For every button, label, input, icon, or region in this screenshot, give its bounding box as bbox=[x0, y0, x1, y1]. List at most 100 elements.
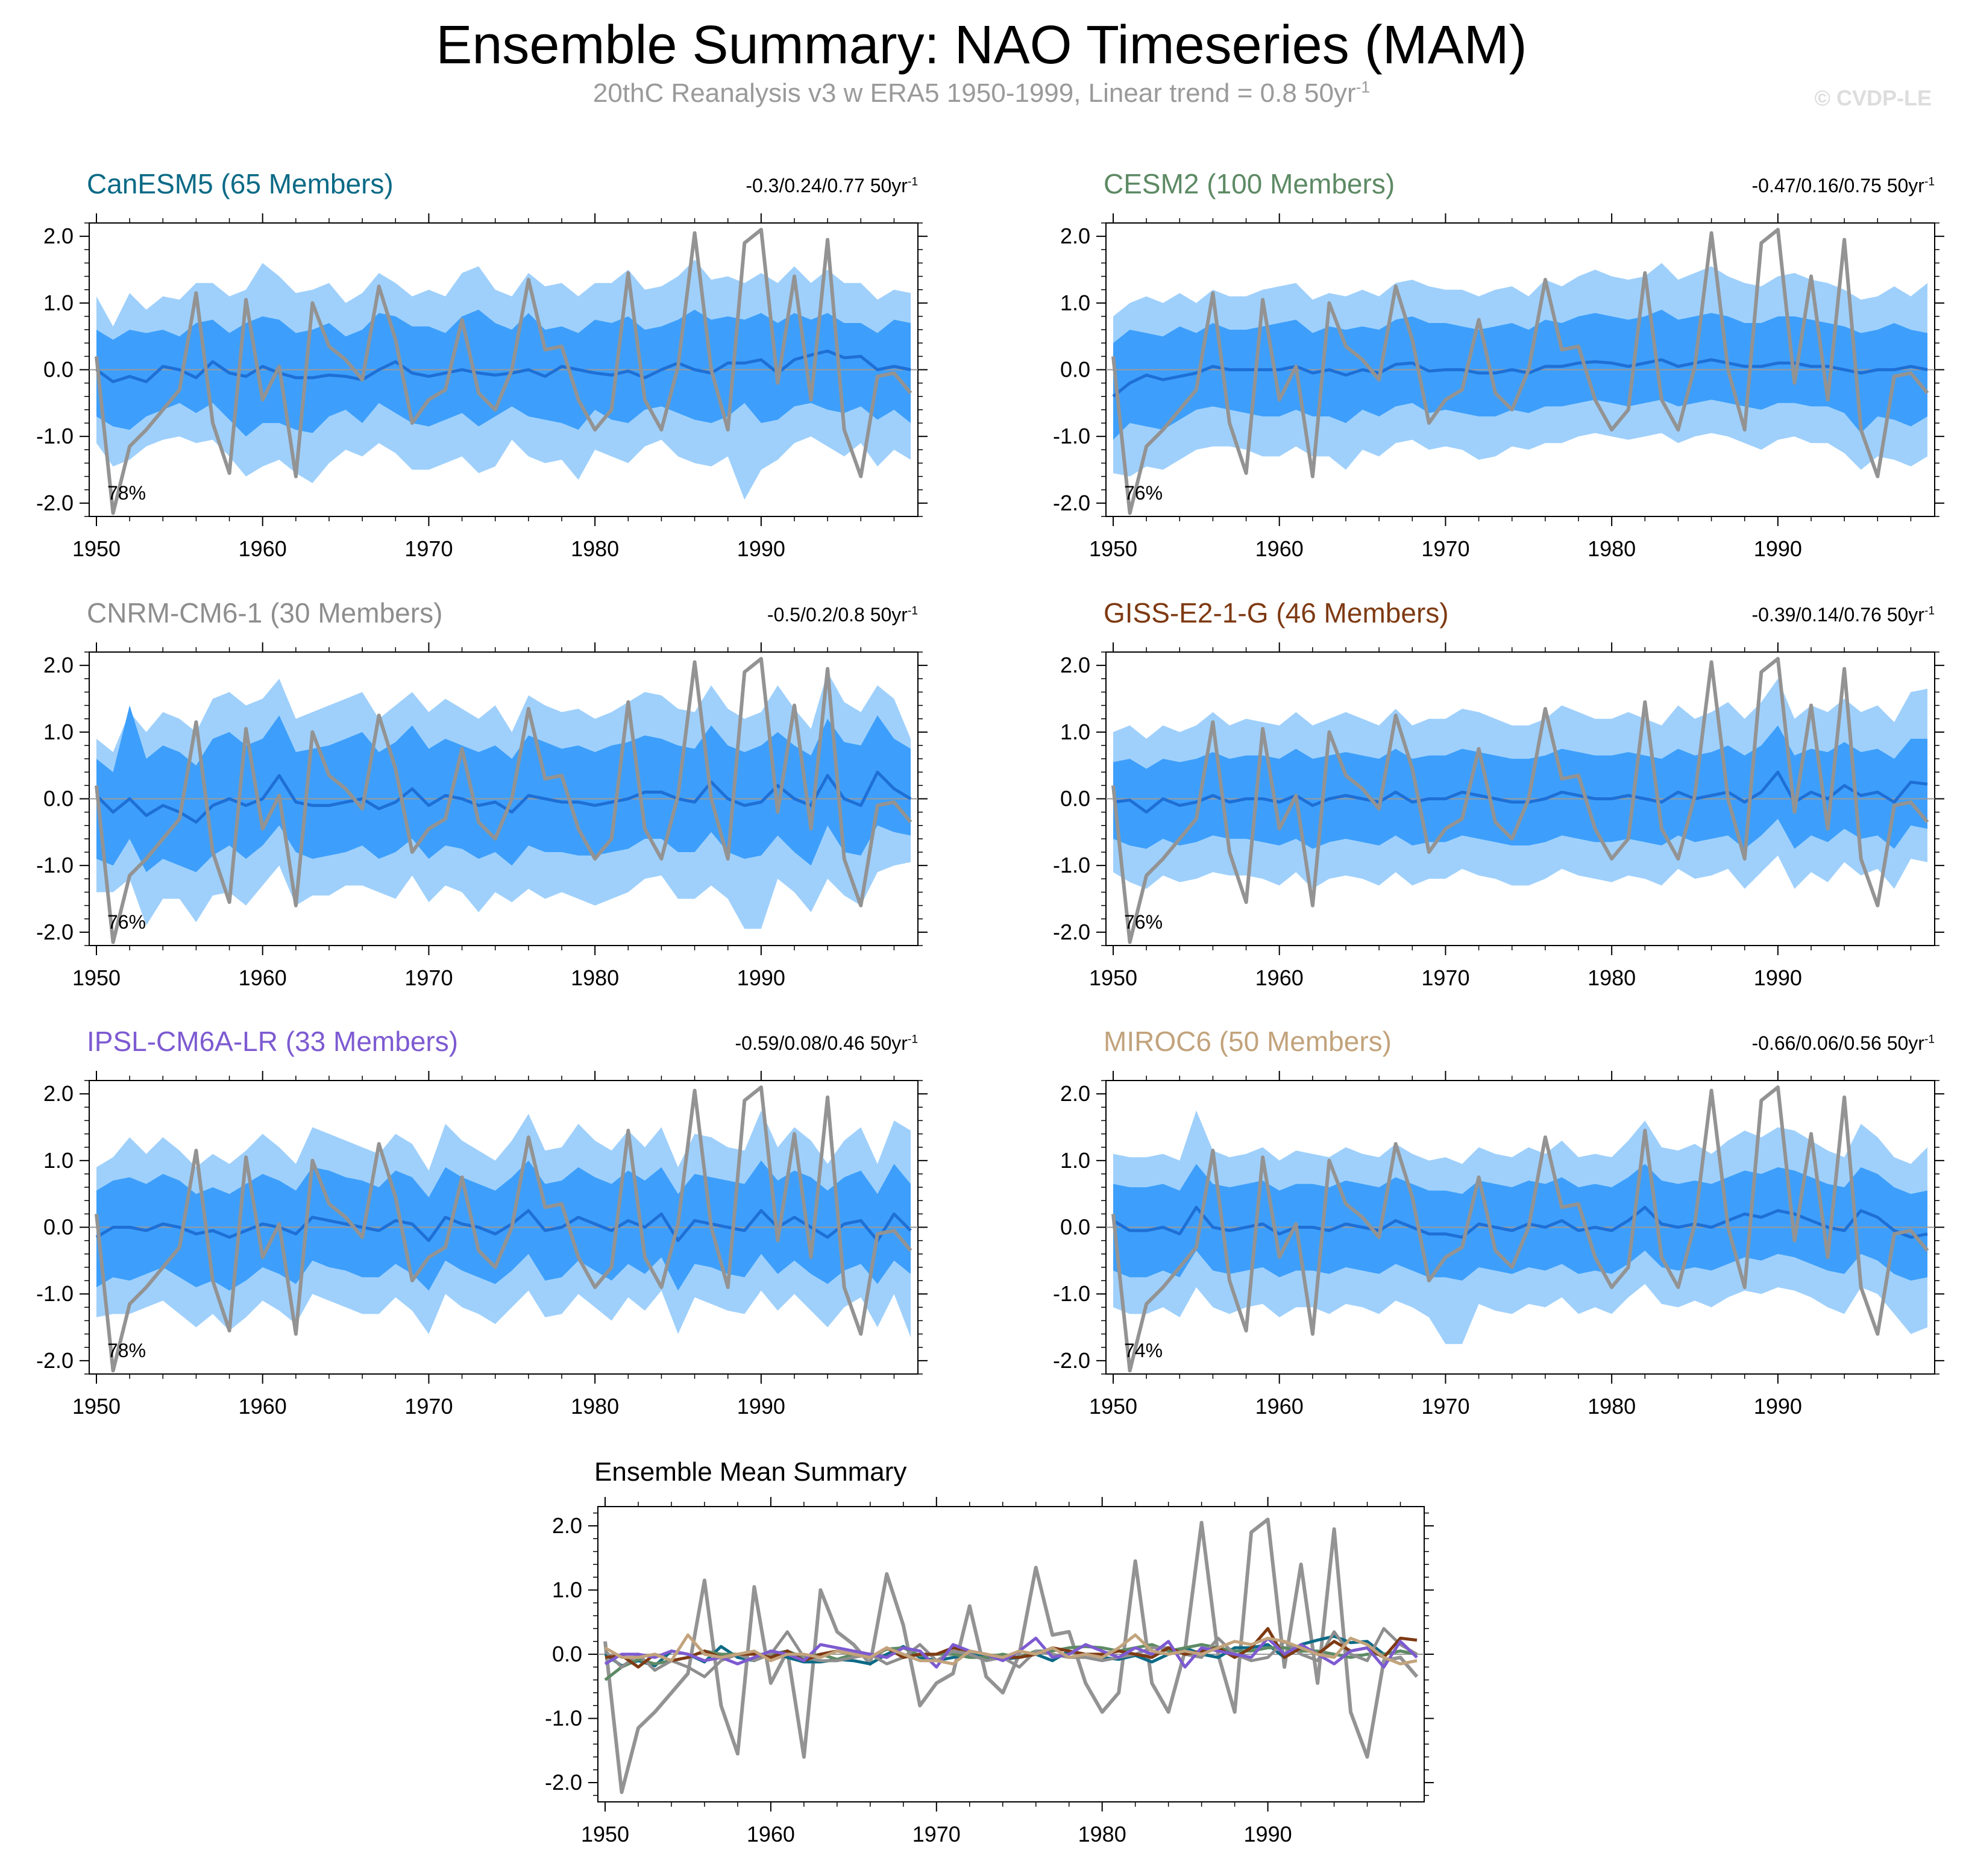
y-tick-label: 0.0 bbox=[43, 1215, 74, 1240]
observed-line bbox=[95, 1085, 912, 1373]
y-tick-label: -1.0 bbox=[1053, 853, 1090, 877]
subtitle-superscript: -1 bbox=[1355, 78, 1371, 96]
stats-superscript: -1 bbox=[1924, 175, 1935, 189]
x-tick-label: 1970 bbox=[1421, 965, 1469, 990]
x-tick-label: 1960 bbox=[239, 965, 287, 990]
percent-label: 78% bbox=[107, 1340, 146, 1361]
model-panel: 2.0 1.0 0.0 -1.0 -2.0 1950 1960 1970 1980 1990 76% bbox=[1053, 642, 1944, 990]
model-mean-line bbox=[604, 1633, 1418, 1666]
observed-line bbox=[1111, 1085, 1929, 1373]
summary-title: Ensemble Mean Summary bbox=[594, 1457, 907, 1487]
y-tick-label: -1.0 bbox=[1053, 1281, 1090, 1306]
y-tick-label: -2.0 bbox=[545, 1770, 582, 1795]
panel-title: IPSL-CM6A-LR (33 Members) bbox=[87, 1026, 459, 1057]
stats-text: -0.47/0.16/0.75 50yr bbox=[1751, 175, 1924, 196]
observed-line bbox=[95, 657, 912, 944]
y-tick-label: 1.0 bbox=[552, 1577, 582, 1602]
x-tick-label: 1980 bbox=[1588, 536, 1636, 561]
model-panel: 2.0 1.0 0.0 -1.0 -2.0 1950 1960 1970 1980 1990 78% bbox=[36, 1071, 928, 1419]
observed-line bbox=[95, 228, 912, 515]
x-tick-label: 1970 bbox=[404, 965, 453, 990]
stats-superscript: -1 bbox=[907, 1033, 918, 1046]
percent-label: 78% bbox=[107, 482, 146, 504]
figure-subtitle: 20thC Reanalysis v3 w ERA5 1950-1999, Li… bbox=[0, 78, 1963, 108]
y-tick-label: 0.0 bbox=[1060, 357, 1090, 382]
panel-title: CanESM5 (65 Members) bbox=[87, 168, 394, 199]
percent-label: 76% bbox=[1124, 911, 1163, 933]
observed-line bbox=[1111, 228, 1929, 515]
x-tick-label: 1950 bbox=[72, 1394, 121, 1419]
stats-text: -0.59/0.08/0.46 50yr bbox=[735, 1032, 908, 1054]
x-tick-label: 1950 bbox=[1089, 536, 1137, 561]
x-tick-label: 1980 bbox=[571, 965, 619, 990]
x-tick-label: 1960 bbox=[1255, 965, 1304, 990]
panel-stats: -0.47/0.16/0.75 50yr-1 bbox=[1752, 175, 1935, 197]
y-tick-label: -2.0 bbox=[1053, 491, 1090, 515]
stats-text: -0.39/0.14/0.76 50yr bbox=[1751, 604, 1924, 626]
y-tick-label: 2.0 bbox=[43, 653, 74, 677]
y-tick-label: -1.0 bbox=[36, 1281, 74, 1306]
stats-text: -0.3/0.24/0.77 50yr bbox=[746, 175, 908, 196]
x-tick-label: 1980 bbox=[571, 536, 619, 561]
inner-spread-band bbox=[96, 705, 911, 873]
x-tick-label: 1980 bbox=[1078, 1822, 1126, 1846]
percent-label: 76% bbox=[1124, 482, 1163, 504]
x-tick-label: 1980 bbox=[1588, 965, 1636, 990]
model-panel: 2.0 1.0 0.0 -1.0 -2.0 1950 1960 1970 1980 1990 76% bbox=[36, 642, 928, 990]
x-tick-label: 1960 bbox=[239, 536, 287, 561]
x-tick-label: 1950 bbox=[581, 1822, 629, 1846]
y-tick-label: 1.0 bbox=[1060, 720, 1090, 744]
panel-title: MIROC6 (50 Members) bbox=[1104, 1026, 1392, 1057]
y-tick-label: 1.0 bbox=[43, 1148, 74, 1173]
x-tick-label: 1960 bbox=[1255, 1394, 1304, 1419]
y-tick-label: 1.0 bbox=[1060, 290, 1090, 315]
x-tick-label: 1990 bbox=[737, 965, 785, 990]
y-tick-label: 1.0 bbox=[43, 720, 74, 744]
y-tick-label: 2.0 bbox=[552, 1513, 582, 1538]
x-tick-label: 1970 bbox=[404, 1394, 453, 1419]
y-tick-label: -2.0 bbox=[1053, 920, 1090, 944]
y-tick-label: -2.0 bbox=[36, 491, 74, 515]
model-panel: 2.0 1.0 0.0 -1.0 -2.0 1950 1960 1970 1980 1990 78% bbox=[36, 213, 928, 561]
x-tick-label: 1970 bbox=[912, 1822, 961, 1846]
stats-superscript: -1 bbox=[907, 604, 918, 618]
y-tick-label: 0.0 bbox=[552, 1642, 582, 1666]
y-tick-label: -2.0 bbox=[36, 920, 74, 944]
x-tick-label: 1950 bbox=[72, 965, 121, 990]
y-tick-label: 2.0 bbox=[1060, 1081, 1090, 1106]
percent-label: 74% bbox=[1124, 1340, 1163, 1361]
y-tick-label: 0.0 bbox=[1060, 1215, 1090, 1240]
x-tick-label: 1980 bbox=[1588, 1394, 1636, 1419]
y-tick-label: -2.0 bbox=[36, 1348, 74, 1373]
ensemble-mean-summary-panel: 2.0 1.0 0.0 -1.0 -2.0 1950 1960 1970 1980 1990 bbox=[545, 1497, 1434, 1846]
y-tick-label: 2.0 bbox=[43, 1081, 74, 1106]
model-panel: 2.0 1.0 0.0 -1.0 -2.0 1950 1960 1970 1980 1990 76% bbox=[1053, 213, 1944, 561]
x-tick-label: 1960 bbox=[239, 1394, 287, 1419]
y-tick-label: -1.0 bbox=[545, 1706, 582, 1731]
y-tick-label: 1.0 bbox=[1060, 1148, 1090, 1173]
panel-stats: -0.5/0.2/0.8 50yr-1 bbox=[767, 604, 918, 626]
percent-label: 76% bbox=[107, 911, 146, 933]
panel-stats: -0.39/0.14/0.76 50yr-1 bbox=[1752, 604, 1935, 626]
x-tick-label: 1990 bbox=[1754, 536, 1802, 561]
observed-line bbox=[1111, 657, 1929, 944]
stats-superscript: -1 bbox=[1924, 604, 1935, 618]
x-tick-label: 1990 bbox=[1244, 1822, 1292, 1846]
y-tick-label: -1.0 bbox=[36, 424, 74, 448]
x-tick-label: 1990 bbox=[1754, 1394, 1802, 1419]
panel-title: CESM2 (100 Members) bbox=[1104, 168, 1395, 199]
x-tick-label: 1970 bbox=[404, 536, 453, 561]
y-tick-label: -1.0 bbox=[36, 853, 74, 877]
x-tick-label: 1990 bbox=[1754, 965, 1802, 990]
figure-title: Ensemble Summary: NAO Timeseries (MAM) bbox=[436, 15, 1527, 75]
stats-text: -0.5/0.2/0.8 50yr bbox=[767, 604, 908, 626]
y-tick-label: -1.0 bbox=[1053, 424, 1090, 448]
stats-superscript: -1 bbox=[907, 175, 918, 189]
x-tick-label: 1950 bbox=[72, 536, 121, 561]
y-tick-label: 1.0 bbox=[43, 290, 74, 315]
y-tick-label: 0.0 bbox=[1060, 786, 1090, 811]
panel-title: GISS-E2-1-G (46 Members) bbox=[1104, 597, 1449, 629]
x-tick-label: 1970 bbox=[1421, 1394, 1469, 1419]
panel-title: CNRM-CM6-1 (30 Members) bbox=[87, 597, 443, 629]
